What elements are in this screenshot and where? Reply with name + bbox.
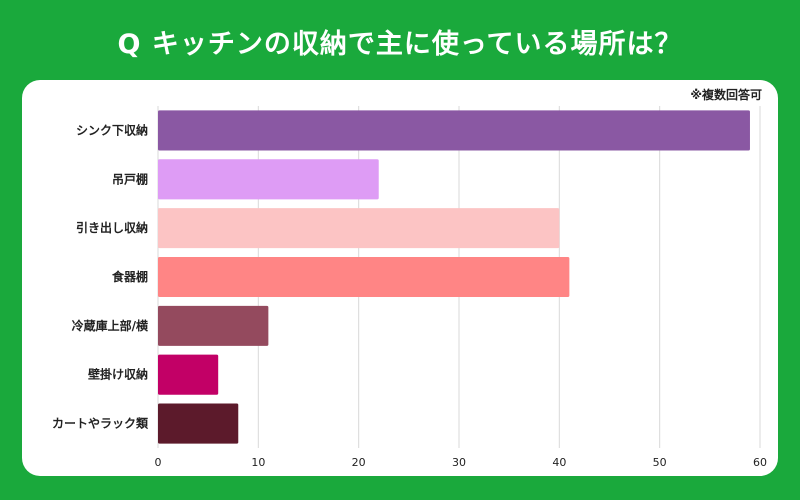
x-tick-label: 60	[753, 456, 767, 469]
category-label: 引き出し収納	[76, 220, 148, 235]
category-label: カートやラック類	[52, 416, 149, 431]
category-label: 冷蔵庫上部/横	[72, 318, 149, 333]
chart-title: Q キッチンの収納で主に使っている場所は？	[117, 29, 683, 60]
category-label: 壁掛け収納	[88, 367, 148, 382]
bar	[158, 256, 570, 298]
bar-chart: 0 10 20 30 40 50 60 シンク下収納吊戸棚引き出し収納食器棚冷蔵庫上部/横壁掛…	[52, 106, 767, 469]
category-label: 食器棚	[111, 269, 148, 284]
bar	[158, 354, 219, 395]
category-label: 吊戸棚	[112, 171, 148, 186]
bar	[158, 305, 269, 346]
x-tick-label: 10	[251, 456, 265, 469]
bar	[158, 110, 750, 151]
bar	[158, 403, 239, 444]
x-tick-label: 50	[653, 456, 667, 469]
bar	[158, 208, 560, 249]
x-tick-label: 40	[552, 456, 566, 469]
chart-card: ※複数回答可 0 10 20 30 40 50 60 シンク下収納吊戸棚引き出し収納食器棚冷蔵…	[22, 80, 778, 476]
x-tick-label: 30	[452, 456, 466, 469]
category-label: シンク下収納	[76, 122, 148, 137]
x-tick-label: 20	[352, 456, 366, 469]
bar	[158, 159, 379, 200]
multiple-answer-note: ※複数回答可	[690, 88, 762, 102]
x-tick-label: 0	[155, 456, 162, 469]
